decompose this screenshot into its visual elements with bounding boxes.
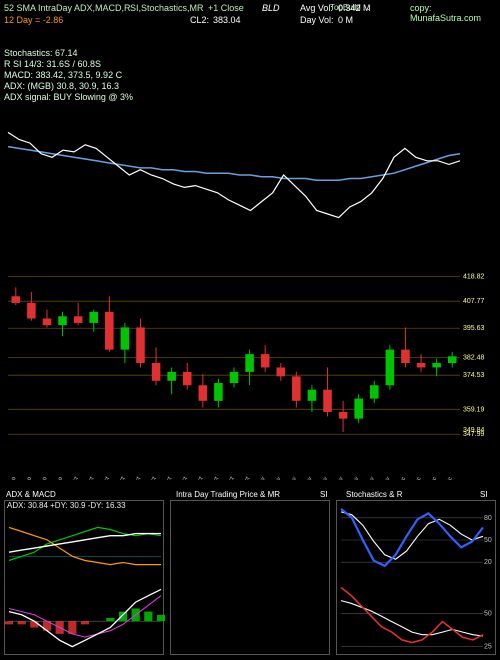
stat-rsi: R SI 14/3: 31.6S / 60.8S: [4, 59, 101, 69]
hdr-smad: 52 SMA IntraDay ADX,MACD,R: [4, 3, 131, 13]
svg-text:21 Oct: 21 Oct: [175, 476, 189, 480]
adx-text: ADX: 30.84 +DY: 30.9 -DY: 16.33: [7, 501, 126, 510]
dayvol-label: Day Vol:: [300, 15, 334, 25]
adx-subchart: [5, 513, 165, 579]
svg-text:01 Oct: 01 Oct: [66, 476, 80, 480]
svg-text:20: 20: [484, 559, 492, 566]
svg-text:347.99: 347.99: [463, 431, 485, 438]
panel1-label: ADX & MACD: [6, 490, 56, 499]
svg-text:374.53: 374.53: [463, 372, 485, 379]
svg-text:418.82: 418.82: [463, 274, 485, 281]
panel3b-label: SI: [480, 490, 488, 499]
candle-chart: 418.82407.77395.63382.48374.53359.19349.…: [0, 270, 500, 480]
svg-text:03 Dec: 03 Dec: [408, 476, 423, 480]
stat-stoch: Stochastics: 67.14: [4, 48, 78, 58]
panel-adx-macd: ADX: 30.84 +DY: 30.9 -DY: 16.33: [4, 500, 164, 655]
svg-text:01 Dec: 01 Dec: [392, 476, 407, 480]
avgvol: 0.342 M: [338, 3, 371, 13]
stoch-subchart: 20 50 80: [337, 501, 497, 579]
cl2: 383.04: [213, 15, 241, 25]
svg-text:05 Dec: 05 Dec: [424, 476, 439, 480]
dayvol: 0 M: [338, 15, 353, 25]
svg-text:29 Oct: 29 Oct: [222, 476, 236, 480]
hdr-smad2: SI,Stochastics,MR: [130, 3, 204, 13]
svg-text:395.63: 395.63: [463, 325, 485, 332]
top-line-chart: [0, 100, 500, 250]
svg-text:27 Oct: 27 Oct: [206, 476, 220, 480]
svg-text:15 Oct: 15 Oct: [144, 476, 158, 480]
svg-text:07 Oct: 07 Oct: [97, 476, 111, 480]
svg-text:06 Nov: 06 Nov: [268, 476, 283, 480]
svg-text:20 Nov: 20 Nov: [346, 476, 361, 480]
svg-text:31 Oct: 31 Oct: [237, 476, 251, 480]
panel3-label: Stochastics & R: [346, 490, 402, 499]
svg-text:80: 80: [484, 515, 492, 522]
avgvol-label: Avg Vol:: [300, 3, 333, 13]
stat-macd: MACD: 383.42, 373.5, 9.92 C: [4, 70, 122, 80]
svg-text:12 Nov: 12 Nov: [299, 476, 314, 480]
panel2-label: Intra Day Trading Price & MR: [176, 490, 280, 499]
svg-text:23 Sep: 23 Sep: [18, 475, 33, 480]
svg-text:25 Sep: 25 Sep: [34, 475, 49, 480]
panel-intraday: [170, 500, 330, 655]
svg-text:382.48: 382.48: [463, 354, 485, 361]
svg-text:03 Oct: 03 Oct: [81, 476, 95, 480]
svg-text:24 Nov: 24 Nov: [361, 476, 376, 480]
svg-text:359.19: 359.19: [463, 406, 485, 413]
panel-stoch-rsi: 20 50 80 25 50: [336, 500, 496, 655]
svg-text:29 Sep: 29 Sep: [50, 475, 65, 480]
svg-text:09 Dec: 09 Dec: [439, 476, 454, 480]
panel2b-label: SI: [320, 490, 328, 499]
svg-text:14 Nov: 14 Nov: [315, 476, 330, 480]
svg-text:19 Sep: 19 Sep: [3, 475, 18, 480]
macd-subchart: [5, 581, 165, 655]
stat-adx1: ADX: (MGB) 30.8, 30.9, 16.3: [4, 81, 119, 91]
svg-text:10 Nov: 10 Nov: [283, 476, 298, 480]
svg-text:407.77: 407.77: [463, 298, 485, 305]
svg-text:50: 50: [484, 537, 492, 544]
svg-text:26 Nov: 26 Nov: [377, 476, 392, 480]
svg-text:25: 25: [484, 643, 492, 650]
copy: copy: MunafaSutra.com: [410, 3, 500, 23]
svg-text:50: 50: [484, 611, 492, 618]
rsi-subchart: 25 50: [337, 579, 497, 655]
svg-text:09 Oct: 09 Oct: [113, 476, 127, 480]
svg-text:17 Oct: 17 Oct: [159, 476, 173, 480]
svg-text:23 Oct: 23 Oct: [191, 476, 205, 480]
symbol: BLD: [262, 3, 280, 13]
cl2-label: CL2:: [190, 15, 209, 25]
day12: 12 Day = -2.86: [4, 15, 63, 25]
svg-text:13 Oct: 13 Oct: [128, 476, 142, 480]
hdr-close: +1 Close: [208, 3, 244, 13]
svg-text:04 Nov: 04 Nov: [252, 476, 267, 480]
svg-text:18 Nov: 18 Nov: [330, 476, 345, 480]
